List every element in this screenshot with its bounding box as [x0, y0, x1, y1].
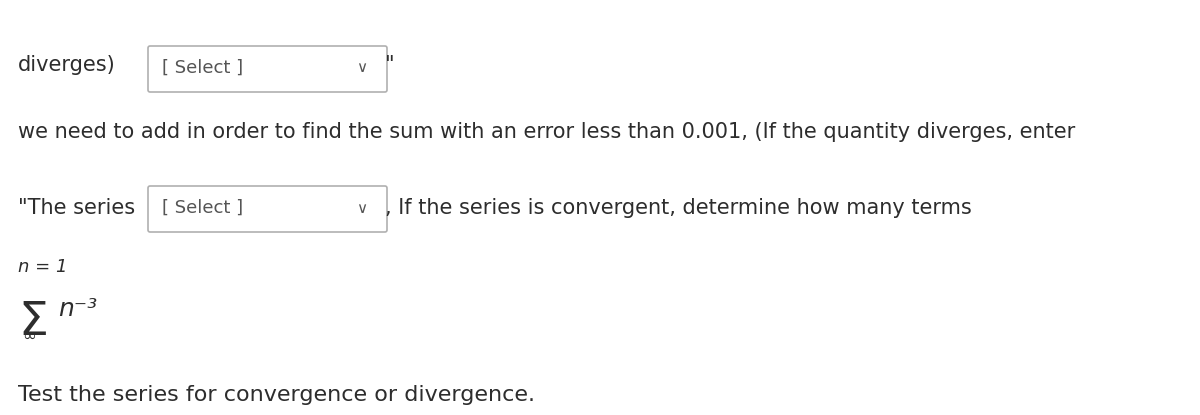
Text: Test the series for convergence or divergence.: Test the series for convergence or diver…	[18, 385, 535, 405]
Text: n = 1: n = 1	[18, 258, 67, 276]
Text: , If the series is convergent, determine how many terms: , If the series is convergent, determine…	[385, 198, 972, 218]
Text: ∞: ∞	[22, 327, 36, 345]
FancyBboxPatch shape	[148, 46, 386, 92]
Text: we need to add in order to find the sum with an error less than 0.001, (If the q: we need to add in order to find the sum …	[18, 122, 1075, 142]
Text: Σ: Σ	[18, 300, 48, 345]
Text: [ Select ]: [ Select ]	[162, 59, 244, 77]
Text: [ Select ]: [ Select ]	[162, 199, 244, 217]
Text: ∨: ∨	[356, 200, 367, 215]
Text: diverges): diverges)	[18, 55, 115, 75]
Text: n⁻³: n⁻³	[58, 297, 97, 321]
Text: "The series: "The series	[18, 198, 136, 218]
Text: ": "	[385, 55, 395, 75]
FancyBboxPatch shape	[148, 186, 386, 232]
Text: ∨: ∨	[356, 61, 367, 76]
